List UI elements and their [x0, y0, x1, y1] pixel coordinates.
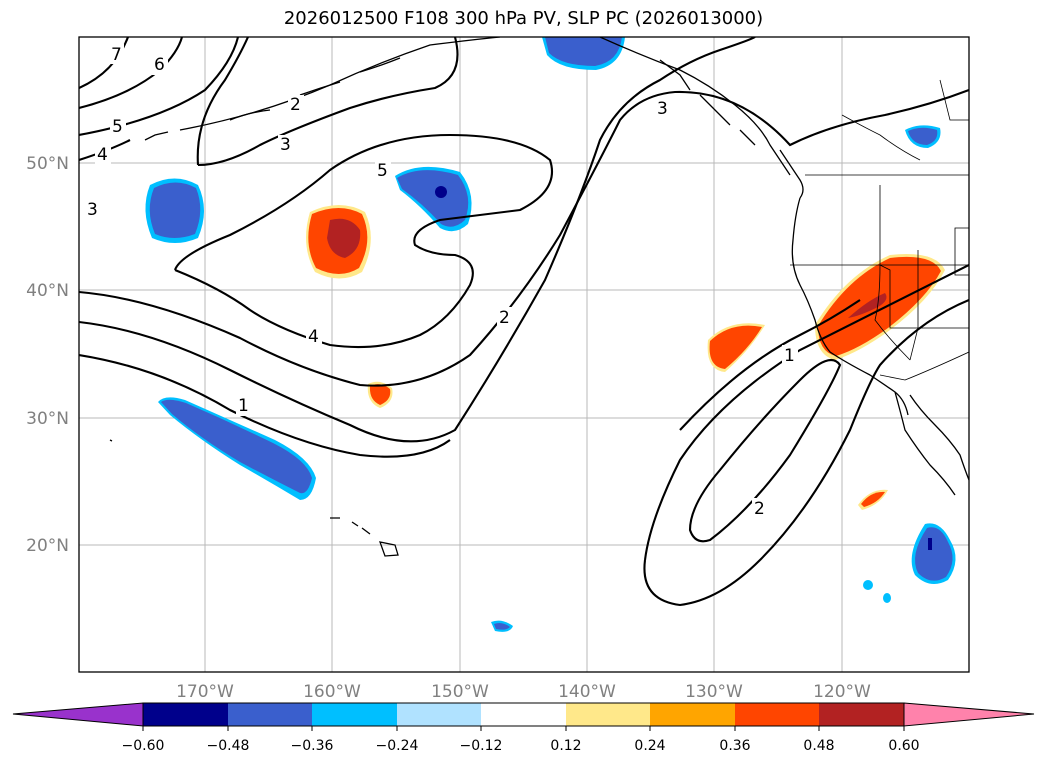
- latitude-labels: 50°N 40°N 30°N 20°N: [26, 154, 69, 556]
- colorbar-tick-3: −0.36: [291, 738, 334, 754]
- contour-label-5: 5: [112, 117, 123, 137]
- contour-labels: 7 6 5 4 3 2 3 5 3 4 2 1 1 2: [85, 44, 798, 519]
- colorbar-swatch-4: [397, 703, 481, 726]
- coastlines: [109, 37, 969, 557]
- longitude-labels: 170°W 160°W 150°W 140°W 130°W 120°W: [176, 682, 871, 702]
- contour-label-3-west: 3: [87, 200, 98, 220]
- contour-label-5-central: 5: [377, 161, 388, 181]
- colorbar-tick-6: 0.12: [550, 738, 581, 754]
- map-frame: [78, 36, 970, 673]
- contour-1-east: [643, 299, 969, 607]
- contour-1: [79, 37, 756, 443]
- hawaii: [330, 517, 399, 557]
- lon-label-170w: 170°W: [176, 682, 234, 702]
- lat-label-40n: 40°N: [26, 281, 69, 301]
- colorbar-swatch-5: [481, 703, 566, 726]
- ca-az-line: [909, 327, 919, 361]
- map-area: 7 6 5 4 3 2 3 5 3 4 2 1 1 2: [79, 37, 969, 672]
- colorbar-swatch-1: [143, 703, 228, 726]
- lon-label-160w: 160°W: [303, 682, 361, 702]
- colorbar-tick-9: 0.48: [803, 738, 834, 754]
- lat-label-30n: 30°N: [26, 409, 69, 429]
- colorbar-tick-labels: −0.60 −0.48 −0.36 −0.24 −0.12 0.12 0.24 …: [122, 738, 920, 754]
- contour-3-north: [196, 37, 459, 167]
- contour-label-4: 4: [97, 145, 108, 165]
- contour-label-1-west: 1: [238, 396, 249, 416]
- contour-label-6: 6: [154, 55, 165, 75]
- slp-contours: [79, 37, 969, 607]
- contour-label-3-north: 3: [280, 135, 291, 155]
- contour-label-1-east: 1: [784, 346, 795, 366]
- contour-label-7: 7: [111, 45, 122, 65]
- colorbar-tick-1: −0.60: [122, 738, 165, 754]
- lon-label-130w: 130°W: [685, 682, 743, 702]
- colorbar-swatch-6: [566, 703, 650, 726]
- bc-coast: [779, 149, 804, 199]
- pv-blob-tiny-2: [883, 593, 891, 603]
- mexico-border: [879, 351, 969, 381]
- lon-label-140w: 140°W: [558, 682, 616, 702]
- contour-1-inner: [679, 299, 861, 431]
- colorbar-tick-7: 0.24: [634, 738, 665, 754]
- lon-label-150w: 150°W: [431, 682, 489, 702]
- baja-east: [909, 394, 969, 481]
- borders: [790, 79, 969, 381]
- contour-3-ring: [174, 133, 554, 349]
- us-west-coast: [791, 197, 909, 416]
- contour-0: [79, 353, 451, 458]
- contour-2-east: [688, 359, 842, 543]
- colorbar-tick-5: −0.12: [460, 738, 503, 754]
- colorbar-extend-high: [903, 702, 1035, 727]
- colorbar-tick-4: −0.24: [376, 738, 419, 754]
- colorbar-tick-8: 0.36: [719, 738, 750, 754]
- contour-label-2-east: 2: [754, 499, 765, 519]
- pv-positive-shading: [306, 205, 945, 510]
- ca-nv-line: [874, 264, 911, 361]
- contour-label-3-east: 3: [657, 99, 668, 119]
- colorbar-swatch-3: [312, 703, 397, 726]
- contour-label-2-north: 2: [290, 95, 301, 115]
- chart-title: 2026012500 F108 300 hPa PV, SLP PC (2026…: [283, 8, 764, 29]
- colorbar-extend-low: [12, 702, 144, 727]
- colorbar-swatch-9: [819, 703, 904, 726]
- lat-label-50n: 50°N: [26, 154, 69, 174]
- pv-blob-tiny-1: [863, 580, 873, 590]
- lat-label-20n: 20°N: [26, 536, 69, 556]
- contour-outer-east: [643, 264, 969, 561]
- contour-label-4-central: 4: [308, 327, 319, 347]
- colorbar-swatch-2: [228, 703, 312, 726]
- contour-7: [79, 37, 129, 89]
- colorbar: −0.60 −0.48 −0.36 −0.24 −0.12 0.12 0.24 …: [12, 702, 1035, 754]
- pv-negative-shading: [145, 37, 956, 632]
- colorbar-tick-10: 0.60: [888, 738, 919, 754]
- gridlines: [79, 37, 969, 672]
- colorbar-swatch-8: [735, 703, 819, 726]
- baja-west: [894, 391, 956, 496]
- lon-label-120w: 120°W: [813, 682, 871, 702]
- colorbar-swatch-7: [650, 703, 735, 726]
- contour-label-2-central: 2: [499, 308, 510, 328]
- colorbar-tick-2: −0.48: [207, 738, 250, 754]
